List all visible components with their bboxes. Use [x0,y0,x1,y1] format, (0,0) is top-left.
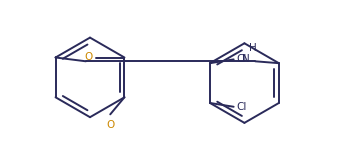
Text: Cl: Cl [237,54,247,64]
Text: N: N [242,54,249,64]
Text: H: H [249,43,257,53]
Text: Cl: Cl [237,102,247,112]
Text: O: O [84,53,92,63]
Text: O: O [106,120,114,130]
